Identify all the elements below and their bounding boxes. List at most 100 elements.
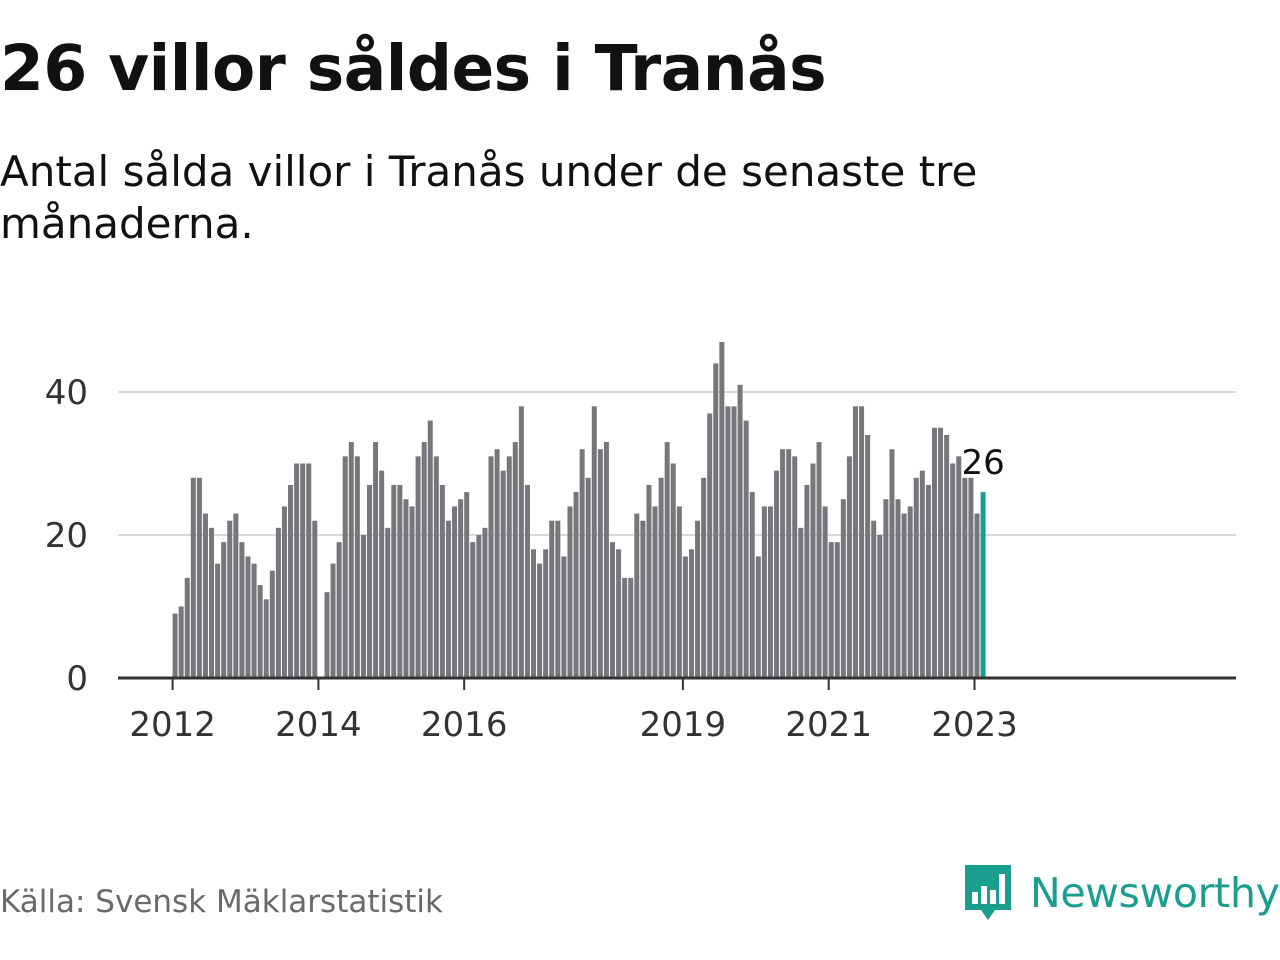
bar <box>834 542 840 678</box>
bar <box>257 585 263 678</box>
bar <box>585 477 591 678</box>
bar <box>743 420 749 678</box>
bar <box>373 442 379 678</box>
bar <box>294 463 300 678</box>
bar <box>506 456 512 678</box>
bar <box>956 456 962 678</box>
bar <box>597 449 603 678</box>
bar <box>792 456 798 678</box>
bar <box>306 463 312 678</box>
x-tick-label: 2016 <box>421 705 508 745</box>
bar <box>555 520 561 678</box>
bar <box>439 484 445 678</box>
bar <box>251 563 257 678</box>
bar <box>385 527 391 678</box>
bar <box>774 470 780 678</box>
bar <box>531 549 537 678</box>
bar <box>761 506 767 678</box>
bar <box>367 484 372 678</box>
bar <box>324 592 330 678</box>
bar <box>202 513 208 678</box>
bar <box>962 477 968 678</box>
bar <box>804 484 810 678</box>
bar <box>567 506 573 678</box>
bar <box>603 442 609 678</box>
bar <box>725 406 731 678</box>
bar <box>658 477 664 678</box>
bar <box>288 484 294 678</box>
bar <box>682 556 688 678</box>
bar <box>476 535 482 678</box>
bar <box>433 456 439 678</box>
x-tick-label: 2014 <box>275 705 362 745</box>
y-tick-label: 40 <box>45 373 88 413</box>
bar <box>871 520 877 678</box>
bar <box>190 477 196 678</box>
bar <box>828 542 834 678</box>
bar <box>901 513 907 678</box>
bar <box>810 463 816 678</box>
bar <box>786 449 792 678</box>
bar <box>616 549 622 678</box>
bar <box>676 506 682 678</box>
bar <box>670 463 676 678</box>
bar <box>458 499 464 678</box>
bar <box>573 492 579 678</box>
bar <box>391 484 397 678</box>
bar-highlight <box>980 492 986 678</box>
x-tick-label: 2019 <box>640 705 727 745</box>
bar <box>944 434 950 678</box>
chart-title: 26 villor såldes i Tranås <box>0 32 827 105</box>
bar <box>221 542 227 678</box>
bar <box>196 477 202 678</box>
bar <box>263 599 269 678</box>
bar <box>348 442 354 678</box>
bar <box>950 463 956 678</box>
newsworthy-logo: Newsworthy <box>962 862 1280 924</box>
bar <box>233 513 239 678</box>
bar <box>731 406 737 678</box>
bar <box>865 434 871 678</box>
bar <box>561 556 567 678</box>
bar <box>172 613 178 678</box>
bar <box>494 449 500 678</box>
bar <box>780 449 786 678</box>
bar <box>512 442 518 678</box>
bar <box>488 456 494 678</box>
bar <box>500 470 506 678</box>
bar <box>379 470 385 678</box>
bar <box>798 527 804 678</box>
bar <box>281 506 287 678</box>
bar <box>974 513 980 678</box>
bar <box>427 420 433 678</box>
bar <box>889 449 895 678</box>
bar <box>628 577 634 678</box>
bar <box>640 520 646 678</box>
bar <box>579 449 585 678</box>
bar <box>913 477 919 678</box>
bar <box>840 499 846 678</box>
bar <box>524 484 530 678</box>
bar <box>354 456 360 678</box>
bar <box>464 492 470 678</box>
bar <box>184 577 190 678</box>
bar <box>749 492 755 678</box>
last-value-label: 26 <box>961 443 1004 483</box>
bar <box>591 406 597 678</box>
bar <box>883 499 889 678</box>
bar <box>549 520 555 678</box>
bar <box>518 406 524 678</box>
bar <box>737 384 743 678</box>
bar <box>312 520 318 678</box>
bar <box>409 506 415 678</box>
source-note: Källa: Svensk Mäklarstatistik <box>0 884 443 920</box>
bar <box>470 542 476 678</box>
bar <box>610 542 615 678</box>
bar <box>330 563 336 678</box>
bar <box>415 456 421 678</box>
bar <box>695 520 701 678</box>
bar <box>767 506 773 678</box>
bar <box>713 363 719 678</box>
x-tick-label: 2012 <box>129 705 216 745</box>
x-tick-label: 2021 <box>785 705 872 745</box>
